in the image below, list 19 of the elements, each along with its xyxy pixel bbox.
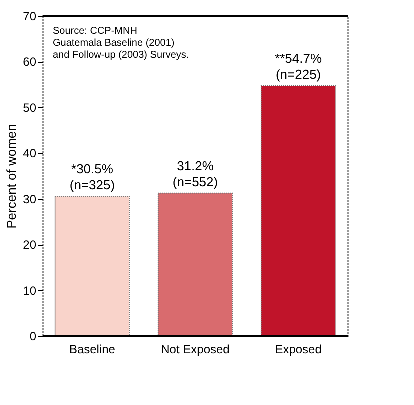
- y-tick-label: 0: [30, 330, 37, 344]
- x-tick-label: Exposed: [275, 342, 322, 356]
- y-tick-label: 50: [23, 100, 37, 115]
- annotation: Source: CCP-MNH Guatemala Baseline (2001) and Follow-up (2003) Surveys.: [53, 26, 190, 61]
- y-tick-label: 30: [23, 192, 37, 206]
- bar: [158, 192, 234, 336]
- y-tick-label: 70: [23, 10, 37, 24]
- bar: [260, 85, 336, 336]
- x-tick-label: Baseline: [69, 342, 116, 356]
- y-tick-label: 40: [23, 146, 37, 161]
- y-tick-label: 10: [23, 284, 37, 298]
- y-axis-title: Percent of women: [4, 124, 20, 229]
- y-tick-label: 20: [23, 238, 37, 252]
- bar: [54, 196, 130, 336]
- y-tick-label: 60: [23, 55, 37, 70]
- data-label: **54.7% (n=225): [275, 50, 322, 82]
- x-tick-label: Not Exposed: [161, 342, 230, 356]
- data-label: *30.5% (n=325): [70, 162, 116, 193]
- data-label: 31.2% (n=552): [172, 158, 218, 190]
